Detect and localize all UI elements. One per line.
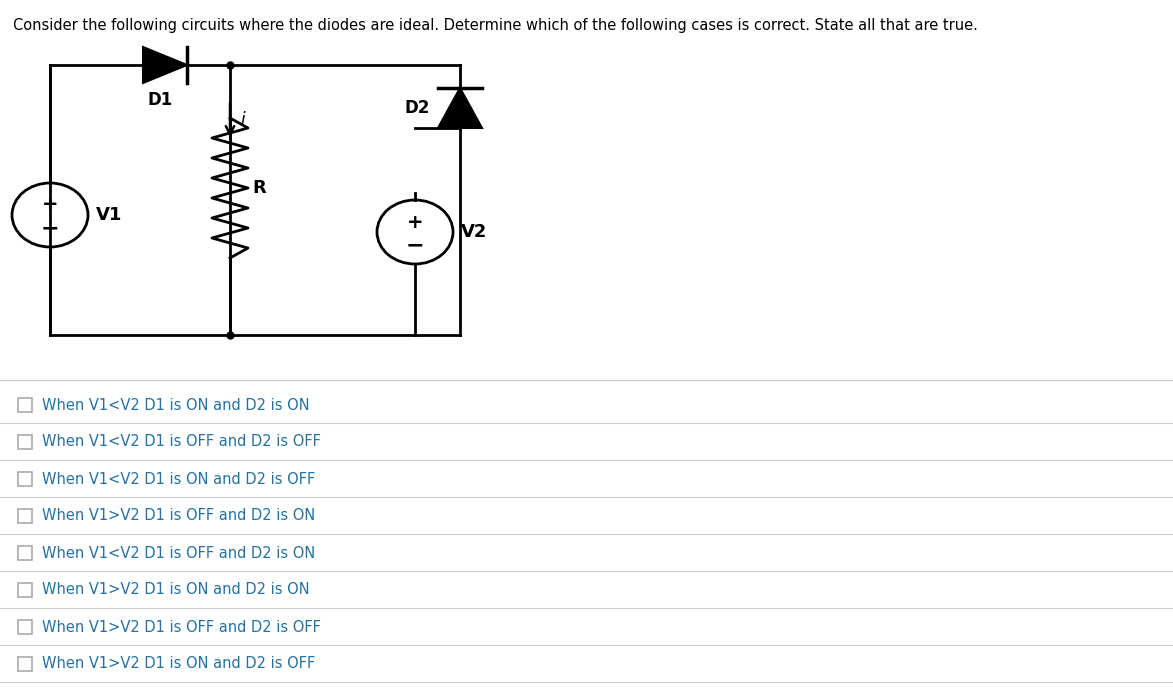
Text: −: − (41, 218, 60, 238)
Text: When V1>V2 D1 is OFF and D2 is OFF: When V1>V2 D1 is OFF and D2 is OFF (42, 619, 321, 635)
Text: V1: V1 (96, 206, 122, 224)
Text: When V1<V2 D1 is OFF and D2 is ON: When V1<V2 D1 is OFF and D2 is ON (42, 545, 316, 561)
Text: R: R (252, 179, 266, 197)
Text: +: + (42, 196, 59, 215)
Text: V2: V2 (461, 223, 487, 241)
Bar (18, 657, 32, 671)
Text: When V1>V2 D1 is ON and D2 is OFF: When V1>V2 D1 is ON and D2 is OFF (42, 657, 316, 671)
Text: D1: D1 (148, 91, 172, 109)
Text: Consider the following circuits where the diodes are ideal. Determine which of t: Consider the following circuits where th… (13, 18, 978, 33)
Bar (18, 546, 32, 560)
Text: When V1<V2 D1 is ON and D2 is ON: When V1<V2 D1 is ON and D2 is ON (42, 397, 310, 412)
Bar (18, 583, 32, 597)
Bar (18, 620, 32, 634)
Bar (18, 435, 32, 449)
Text: When V1<V2 D1 is OFF and D2 is OFF: When V1<V2 D1 is OFF and D2 is OFF (42, 435, 321, 450)
Bar (18, 398, 32, 412)
Text: When V1>V2 D1 is ON and D2 is ON: When V1>V2 D1 is ON and D2 is ON (42, 583, 310, 597)
Text: When V1<V2 D1 is ON and D2 is OFF: When V1<V2 D1 is ON and D2 is OFF (42, 471, 316, 486)
Polygon shape (143, 47, 187, 83)
Text: +: + (407, 212, 423, 232)
Text: When V1>V2 D1 is OFF and D2 is ON: When V1>V2 D1 is OFF and D2 is ON (42, 509, 316, 524)
Text: D2: D2 (405, 99, 430, 117)
Text: −: − (406, 235, 425, 255)
Text: i: i (240, 111, 245, 129)
Bar (18, 472, 32, 486)
Bar (18, 509, 32, 523)
Polygon shape (438, 88, 482, 128)
